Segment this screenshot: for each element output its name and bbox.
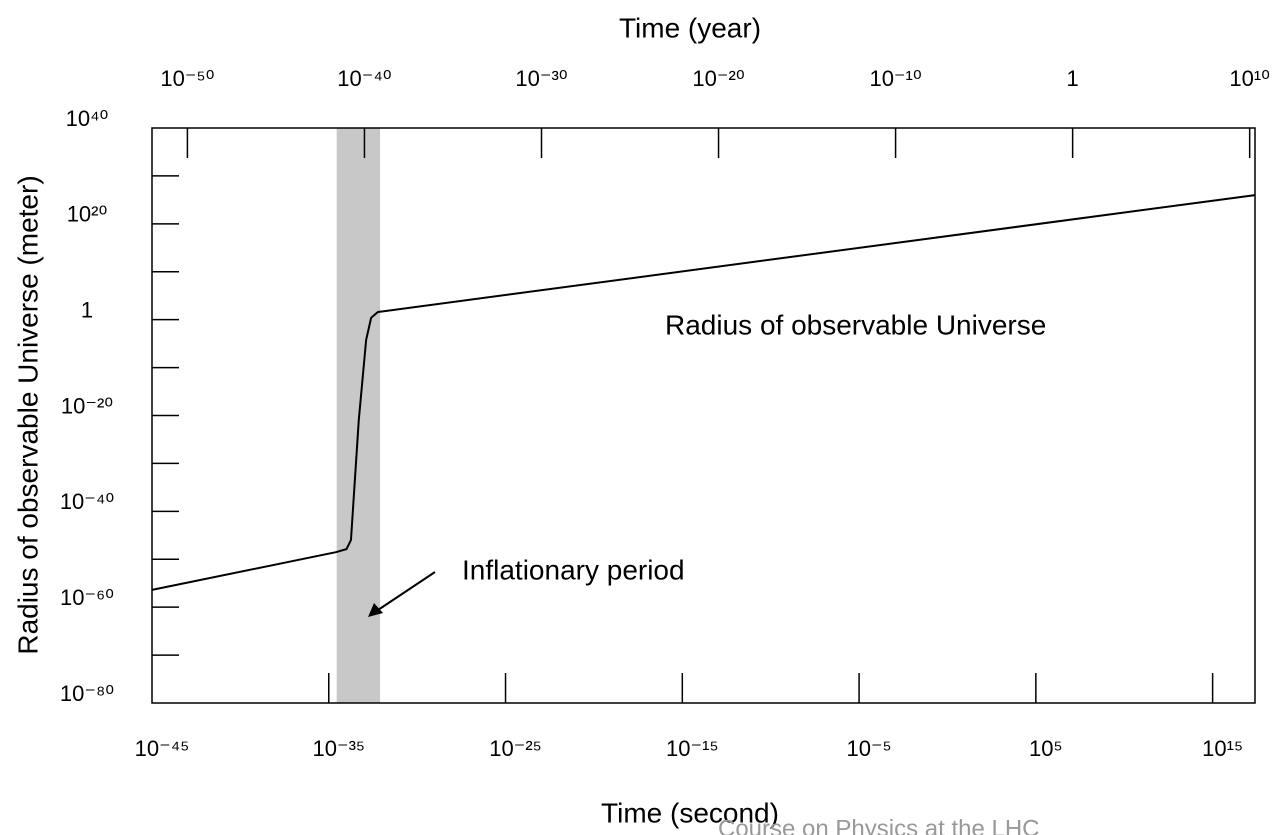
y-tick-label: 10²⁰ [67,202,108,227]
plot-frame [151,127,1256,704]
x2-tick-label: 10⁻¹⁰ [869,66,921,91]
x-tick-label: 10⁻²⁵ [489,736,542,761]
data-line [151,194,1256,591]
y-tick-label: 10⁻⁸⁰ [60,681,114,706]
arrow-head [368,603,383,617]
y-tick-label: 10⁻²⁰ [61,393,113,418]
arrow [377,571,436,611]
x-tick-label: 10⁻¹⁵ [666,736,719,761]
x-tick-label: 10¹⁵ [1202,736,1243,761]
x-tick-label: 10⁻⁵ [846,736,891,761]
x-tick-label: 10⁻⁴⁵ [135,736,190,761]
x2-tick-label: 10⁻³⁰ [515,66,567,91]
y-axis-title: Radius of observable Universe (meter) [12,175,43,654]
y-tick-label: 10⁻⁴⁰ [60,489,115,514]
x2-axis-title: Time (year) [619,12,761,43]
x-tick-label: 10⁵ [1029,736,1063,761]
x2-tick-label: 10⁻⁵⁰ [160,66,214,91]
x2-tick-label: 10¹⁰ [1229,66,1270,91]
annotation: Inflationary period [462,554,685,585]
x-axis-title: Time (second) [601,797,779,828]
x-tick-label: 10⁻³⁵ [313,736,366,761]
y-tick-label: 10⁴⁰ [66,106,109,131]
x2-tick-label: 1 [1067,66,1079,91]
y-tick-label: 1 [81,297,93,322]
y-tick-label: 10⁻⁶⁰ [60,585,114,610]
x2-tick-label: 10⁻²⁰ [692,66,744,91]
x2-tick-label: 10⁻⁴⁰ [337,66,392,91]
series-label: Radius of observable Universe [665,309,1046,340]
footer: Course on Physics at the LHC [718,815,1039,835]
